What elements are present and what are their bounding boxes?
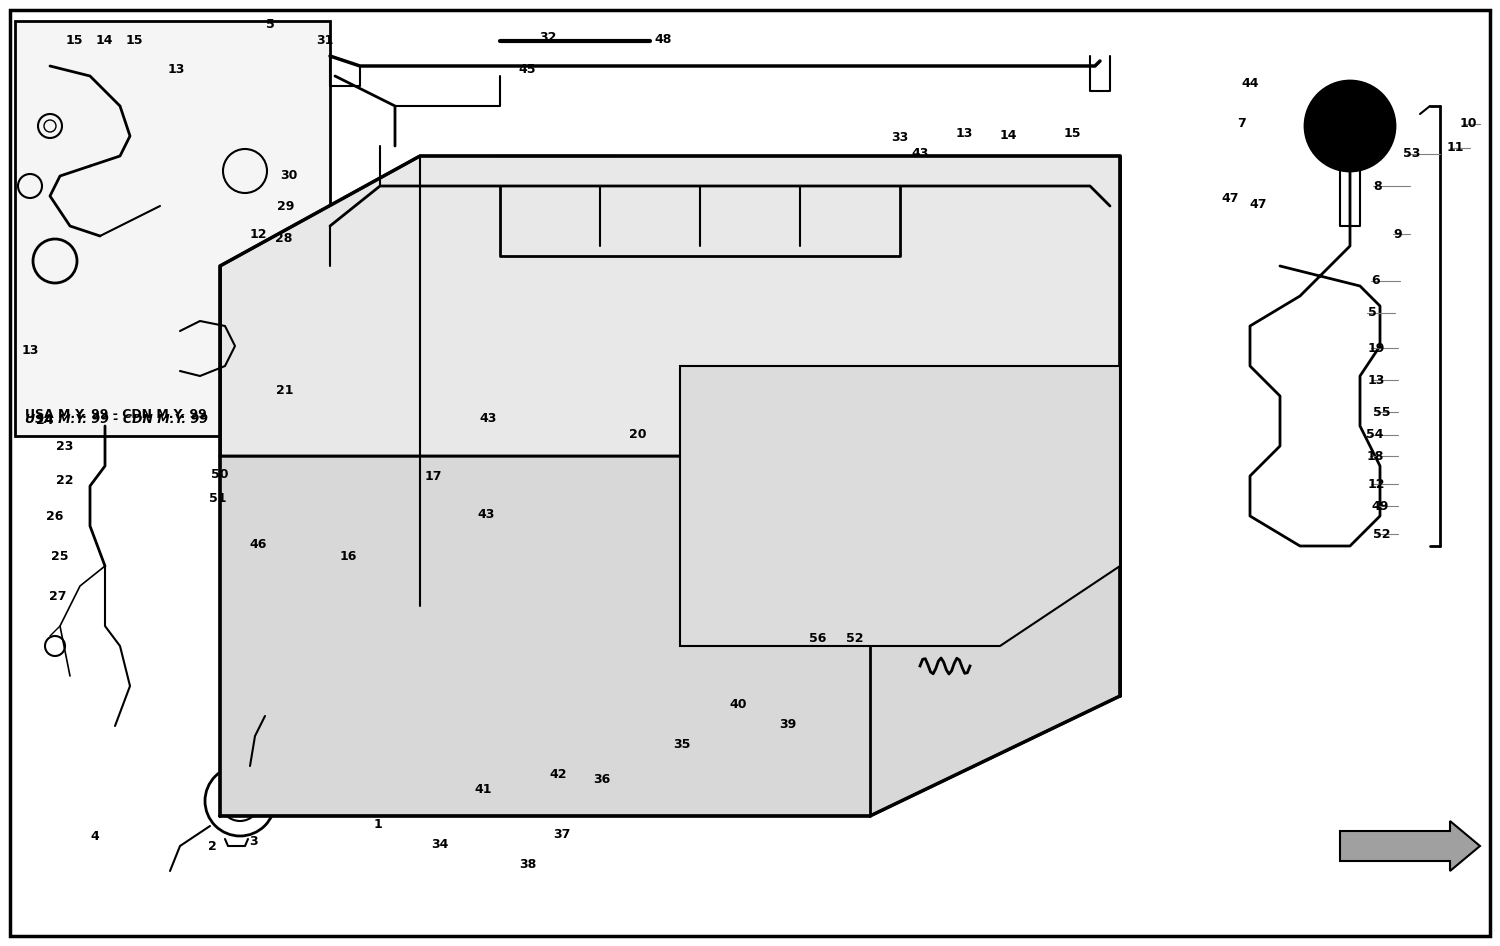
- Text: 7: 7: [1238, 117, 1246, 131]
- Text: 15: 15: [1064, 128, 1080, 141]
- Text: 34: 34: [432, 837, 448, 850]
- Text: 48: 48: [654, 33, 672, 46]
- Text: 35: 35: [674, 738, 690, 750]
- Text: 49: 49: [1371, 499, 1389, 513]
- Text: 12: 12: [1368, 478, 1384, 490]
- Text: 13: 13: [956, 128, 972, 141]
- Text: 2: 2: [207, 839, 216, 852]
- Text: 33: 33: [891, 131, 909, 145]
- Text: 52: 52: [1374, 528, 1390, 540]
- Text: 12: 12: [249, 227, 267, 240]
- Text: 47: 47: [1250, 198, 1266, 211]
- Text: 11: 11: [1446, 142, 1464, 154]
- Text: 23: 23: [57, 440, 74, 452]
- Text: 56: 56: [810, 632, 826, 644]
- Text: USA M.Y. 99 - CDN M.Y. 99: USA M.Y. 99 - CDN M.Y. 99: [26, 413, 209, 426]
- Text: 17: 17: [424, 469, 441, 482]
- Text: 26: 26: [46, 510, 63, 522]
- Text: 28: 28: [276, 232, 292, 244]
- Text: 46: 46: [249, 537, 267, 551]
- Text: 42: 42: [549, 767, 567, 780]
- Polygon shape: [680, 366, 1120, 646]
- Polygon shape: [220, 156, 1120, 456]
- Text: 37: 37: [554, 828, 570, 840]
- Text: 3: 3: [249, 834, 258, 848]
- Bar: [15, 21, 330, 436]
- Text: 31: 31: [316, 34, 333, 47]
- Circle shape: [1305, 81, 1395, 171]
- Text: 41: 41: [474, 782, 492, 796]
- Text: 30: 30: [280, 169, 297, 183]
- Text: 6: 6: [1371, 274, 1380, 288]
- Text: 45: 45: [519, 63, 536, 77]
- Text: 43: 43: [912, 148, 928, 161]
- Text: 20: 20: [630, 428, 646, 441]
- Text: 52: 52: [846, 632, 864, 644]
- Text: 4: 4: [90, 830, 99, 843]
- Text: 19: 19: [1368, 342, 1384, 355]
- Text: 22: 22: [57, 475, 74, 487]
- Text: 43: 43: [480, 412, 496, 425]
- Text: 14: 14: [96, 34, 112, 47]
- Polygon shape: [220, 456, 1120, 816]
- Text: 13: 13: [1368, 374, 1384, 387]
- Text: 13: 13: [168, 63, 184, 77]
- Text: 5: 5: [266, 19, 274, 31]
- Text: 39: 39: [780, 717, 796, 730]
- Text: 51: 51: [209, 493, 226, 505]
- Text: 50: 50: [211, 467, 228, 481]
- Text: 5: 5: [1368, 307, 1377, 320]
- Text: 29: 29: [278, 200, 294, 213]
- Polygon shape: [1340, 821, 1480, 871]
- Text: 32: 32: [540, 31, 556, 44]
- Text: 16: 16: [339, 550, 357, 563]
- Text: 21: 21: [276, 384, 294, 397]
- Text: 13: 13: [21, 344, 39, 358]
- Text: 9: 9: [1394, 227, 1402, 240]
- Text: 47: 47: [1221, 191, 1239, 204]
- Text: 25: 25: [51, 550, 69, 563]
- Text: 27: 27: [50, 589, 66, 603]
- Text: 14: 14: [999, 130, 1017, 143]
- Text: 40: 40: [729, 697, 747, 710]
- Text: 8: 8: [1374, 180, 1383, 192]
- Text: 38: 38: [519, 857, 537, 870]
- Text: 18: 18: [1366, 449, 1383, 463]
- Text: 10: 10: [1460, 117, 1476, 131]
- Text: 15: 15: [66, 34, 82, 47]
- Text: USA M.Y. 99 - CDN M.Y. 99: USA M.Y. 99 - CDN M.Y. 99: [26, 408, 207, 421]
- Text: 43: 43: [477, 507, 495, 520]
- Text: 1: 1: [374, 817, 382, 831]
- Text: 36: 36: [594, 773, 610, 785]
- Text: 53: 53: [1404, 148, 1420, 161]
- Text: 55: 55: [1374, 406, 1390, 418]
- Text: 54: 54: [1366, 429, 1383, 442]
- Text: 15: 15: [124, 34, 142, 47]
- Text: 44: 44: [1242, 78, 1258, 91]
- Text: 24: 24: [36, 414, 54, 428]
